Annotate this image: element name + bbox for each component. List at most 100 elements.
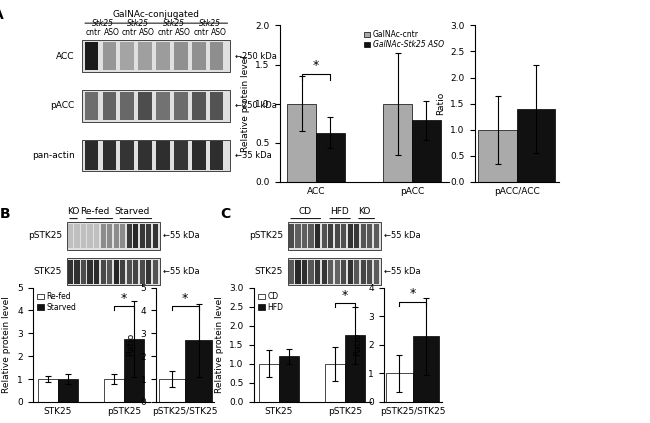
Text: pan-actin: pan-actin <box>32 151 75 160</box>
Text: *: * <box>313 59 319 72</box>
FancyBboxPatch shape <box>315 224 320 248</box>
Text: ←55 kDa: ←55 kDa <box>384 231 421 240</box>
Bar <box>478 130 517 182</box>
FancyBboxPatch shape <box>156 141 170 170</box>
Text: ←55 kDa: ←55 kDa <box>163 267 200 276</box>
FancyBboxPatch shape <box>94 224 99 248</box>
FancyBboxPatch shape <box>354 224 359 248</box>
Text: C: C <box>220 207 231 221</box>
Text: pACC: pACC <box>51 101 75 110</box>
Bar <box>325 364 345 402</box>
Bar <box>384 104 412 182</box>
Text: pSTK25: pSTK25 <box>28 231 62 240</box>
FancyBboxPatch shape <box>103 42 116 70</box>
FancyBboxPatch shape <box>322 260 327 284</box>
FancyBboxPatch shape <box>82 90 230 122</box>
Y-axis label: Relative protein level: Relative protein level <box>241 55 250 152</box>
FancyBboxPatch shape <box>101 224 106 248</box>
Bar <box>279 356 299 402</box>
Text: ASO: ASO <box>103 28 120 37</box>
FancyBboxPatch shape <box>94 260 99 284</box>
FancyBboxPatch shape <box>101 260 106 284</box>
FancyBboxPatch shape <box>335 224 340 248</box>
Bar <box>287 104 316 182</box>
Bar <box>412 120 441 182</box>
FancyBboxPatch shape <box>140 224 145 248</box>
FancyBboxPatch shape <box>67 222 160 250</box>
Text: STK25: STK25 <box>34 267 62 276</box>
Text: ACC: ACC <box>57 52 75 60</box>
FancyBboxPatch shape <box>140 260 145 284</box>
FancyBboxPatch shape <box>120 91 134 120</box>
FancyBboxPatch shape <box>107 260 112 284</box>
Text: KO: KO <box>358 207 370 217</box>
FancyBboxPatch shape <box>114 224 119 248</box>
FancyBboxPatch shape <box>335 260 340 284</box>
FancyBboxPatch shape <box>81 260 86 284</box>
FancyBboxPatch shape <box>88 224 93 248</box>
FancyBboxPatch shape <box>120 141 134 170</box>
FancyBboxPatch shape <box>210 141 224 170</box>
Text: ←55 kDa: ←55 kDa <box>384 267 421 276</box>
Text: cntr: cntr <box>157 28 173 37</box>
Bar <box>159 379 185 402</box>
Text: ←250 kDa: ←250 kDa <box>235 101 277 110</box>
Bar <box>413 336 439 402</box>
FancyBboxPatch shape <box>146 260 151 284</box>
FancyBboxPatch shape <box>296 224 301 248</box>
FancyBboxPatch shape <box>328 224 333 248</box>
FancyBboxPatch shape <box>374 224 379 248</box>
FancyBboxPatch shape <box>192 91 205 120</box>
FancyBboxPatch shape <box>82 140 230 171</box>
Bar <box>38 379 58 402</box>
FancyBboxPatch shape <box>153 260 158 284</box>
Text: ASO: ASO <box>139 28 155 37</box>
FancyBboxPatch shape <box>138 141 152 170</box>
Bar <box>185 340 212 402</box>
Text: B: B <box>0 207 10 221</box>
Legend: GalNAc-cntr, GalNAc-Stk25 ASO: GalNAc-cntr, GalNAc-Stk25 ASO <box>363 29 445 50</box>
FancyBboxPatch shape <box>322 224 327 248</box>
FancyBboxPatch shape <box>84 141 98 170</box>
Text: pSTK25: pSTK25 <box>249 231 283 240</box>
Text: cntr: cntr <box>122 28 137 37</box>
FancyBboxPatch shape <box>289 224 294 248</box>
FancyBboxPatch shape <box>289 260 294 284</box>
Y-axis label: Relative protein level: Relative protein level <box>215 296 224 393</box>
Text: ←250 kDa: ←250 kDa <box>235 52 277 60</box>
FancyBboxPatch shape <box>153 224 158 248</box>
Text: CD: CD <box>298 207 311 217</box>
FancyBboxPatch shape <box>174 141 188 170</box>
FancyBboxPatch shape <box>127 260 132 284</box>
FancyBboxPatch shape <box>138 91 152 120</box>
FancyBboxPatch shape <box>103 141 116 170</box>
Bar <box>517 109 555 182</box>
FancyBboxPatch shape <box>361 260 366 284</box>
FancyBboxPatch shape <box>138 42 152 70</box>
FancyBboxPatch shape <box>174 91 188 120</box>
FancyBboxPatch shape <box>192 42 205 70</box>
FancyBboxPatch shape <box>210 42 224 70</box>
Text: Re-fed: Re-fed <box>81 207 110 217</box>
FancyBboxPatch shape <box>156 42 170 70</box>
FancyBboxPatch shape <box>103 91 116 120</box>
Text: ←35 kDa: ←35 kDa <box>235 151 272 160</box>
FancyBboxPatch shape <box>82 40 230 72</box>
Bar <box>124 339 144 402</box>
Text: *: * <box>410 288 416 300</box>
Text: Stk25: Stk25 <box>163 19 185 27</box>
FancyBboxPatch shape <box>341 224 346 248</box>
FancyBboxPatch shape <box>75 224 80 248</box>
FancyBboxPatch shape <box>120 224 125 248</box>
FancyBboxPatch shape <box>114 260 119 284</box>
Text: Stk25: Stk25 <box>92 19 114 27</box>
Text: *: * <box>182 292 188 305</box>
FancyBboxPatch shape <box>192 141 205 170</box>
Text: Stk25: Stk25 <box>127 19 150 27</box>
Text: GalNAc-conjugated: GalNAc-conjugated <box>112 10 200 19</box>
FancyBboxPatch shape <box>309 260 314 284</box>
FancyBboxPatch shape <box>361 224 366 248</box>
FancyBboxPatch shape <box>107 224 112 248</box>
Y-axis label: Ratio: Ratio <box>354 333 363 356</box>
FancyBboxPatch shape <box>315 260 320 284</box>
